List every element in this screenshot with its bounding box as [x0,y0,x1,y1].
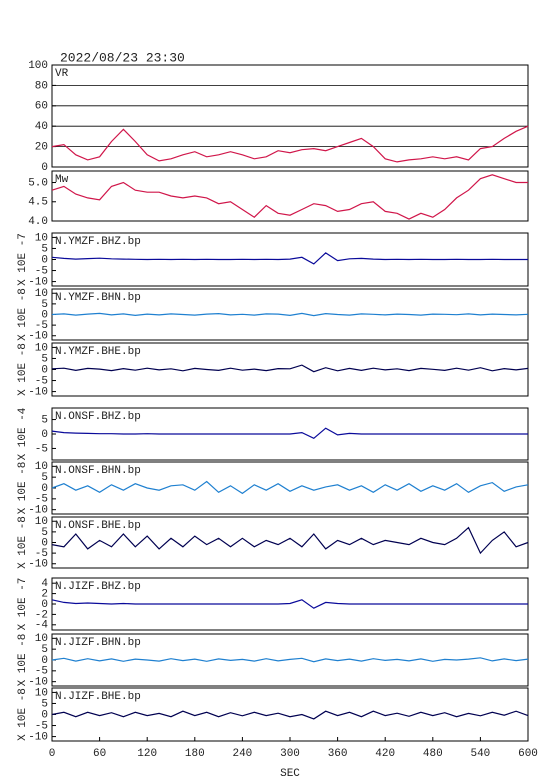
y-tick-label: 10 [35,687,48,699]
y-tick-label: 5 [41,353,48,365]
x-tick-label: 180 [185,748,205,760]
y-tick-label: 4 [41,578,48,590]
y-tick-label: 4.0 [28,216,48,228]
panel-label: N.JIZF.BHN.bp [55,637,141,649]
y-tick-label: 2 [41,589,48,601]
y-tick-label: 0 [41,364,48,376]
panel-label: N.YMZF.BHE.bp [55,346,141,358]
y-tick-label: -4 [35,620,49,632]
y-tick-label: 5 [41,472,48,484]
y-tick-label: -2 [35,609,48,621]
y-tick-label: -10 [28,331,48,343]
panel-label: N.ONSF.BHN.bp [55,465,141,477]
x-tick-label: 120 [137,748,157,760]
y-tick-label: -5 [35,720,48,732]
x-tick-label: 0 [49,748,56,760]
y-tick-label: 5 [41,527,48,539]
y-tick-label: 0 [41,655,48,667]
y-tick-label: 60 [35,101,48,113]
series-line [51,599,528,609]
y-tick-label: 10 [35,633,48,645]
y-tick-label: -10 [28,731,48,743]
y-tick-label: -10 [28,505,48,517]
y-tick-label: 100 [28,60,48,72]
y-tick-label: -10 [28,386,48,398]
panel-label: N.JIZF.BHE.bp [55,691,141,703]
series-line [51,125,529,163]
y-tick-label: 5 [41,644,48,656]
y-tick-label: 40 [35,121,48,133]
y-axis-label: X 10E -7 [17,233,29,286]
panel-label: N.ONSF.BHE.bp [55,520,141,532]
series-line [51,480,529,495]
page-title: 2022/08/23 23:30 [60,50,185,65]
y-tick-label: -5 [35,265,48,277]
y-axis-label: X 10E -4 [17,407,29,460]
y-axis-label: X 10E -8 [17,688,29,741]
y-axis-label: X 10E -8 [17,462,29,515]
x-tick-label: 480 [423,748,443,760]
x-tick-label: 240 [232,748,252,760]
x-axis-label: SEC [280,768,300,780]
x-tick-label: 360 [328,748,348,760]
series-line [51,427,528,440]
y-tick-label: 5 [41,698,48,710]
y-tick-label: 10 [35,232,48,244]
y-tick-label: -10 [28,559,48,571]
y-tick-label: 0 [41,254,48,266]
x-tick-label: 300 [280,748,300,760]
y-axis-label: X 10E -8 [17,634,29,687]
series-line [51,657,529,663]
x-tick-label: 540 [470,748,490,760]
panel-frame [51,170,529,222]
y-tick-label: -10 [28,276,48,288]
y-tick-label: 5 [41,414,48,426]
y-axis-label: X 10E -7 [17,578,29,631]
y-tick-label: 10 [35,516,48,528]
y-tick-label: 0 [41,309,48,321]
series-line [51,312,529,317]
series-line [51,252,528,265]
panel-frame [51,64,529,168]
y-axis-label: X 10E -8 [17,343,29,396]
y-tick-label: 4.5 [28,197,48,209]
series-line [51,364,529,373]
x-tick-label: 600 [518,748,538,760]
y-tick-label: -5 [35,548,48,560]
y-axis-label: X 10E -8 [17,288,29,341]
series-line [51,526,529,555]
y-tick-label: -5 [35,666,48,678]
y-tick-label: -5 [35,443,48,455]
y-tick-label: 10 [35,461,48,473]
y-tick-label: -5 [35,494,48,506]
y-tick-label: 0 [41,709,48,721]
y-tick-label: -5 [35,320,48,332]
panel-label: Mw [55,174,69,186]
panel-label: VR [55,68,69,80]
series-line [51,174,528,220]
y-tick-label: -10 [28,677,48,689]
y-tick-label: 0 [41,537,48,549]
series-line [51,710,529,720]
y-tick-label: 5.0 [28,177,48,189]
y-tick-label: 80 [35,80,48,92]
panel-label: N.YMZF.BHN.bp [55,292,141,304]
y-axis-label: X 10E -8 [17,516,29,569]
x-tick-label: 60 [93,748,106,760]
panel-label: N.ONSF.BHZ.bp [55,411,141,423]
y-tick-label: -5 [35,375,48,387]
y-tick-label: 0 [41,483,48,495]
y-tick-label: 5 [41,243,48,255]
y-tick-label: 10 [35,288,48,300]
y-tick-label: 10 [35,342,48,354]
y-tick-label: 0 [41,162,48,174]
panel-label: N.JIZF.BHZ.bp [55,581,141,593]
x-tick-label: 420 [375,748,395,760]
y-tick-label: 0 [41,429,48,441]
y-tick-label: 20 [35,142,48,154]
y-tick-label: 0 [41,599,48,611]
y-tick-label: 5 [41,299,48,311]
panel-label: N.YMZF.BHZ.bp [55,236,141,248]
